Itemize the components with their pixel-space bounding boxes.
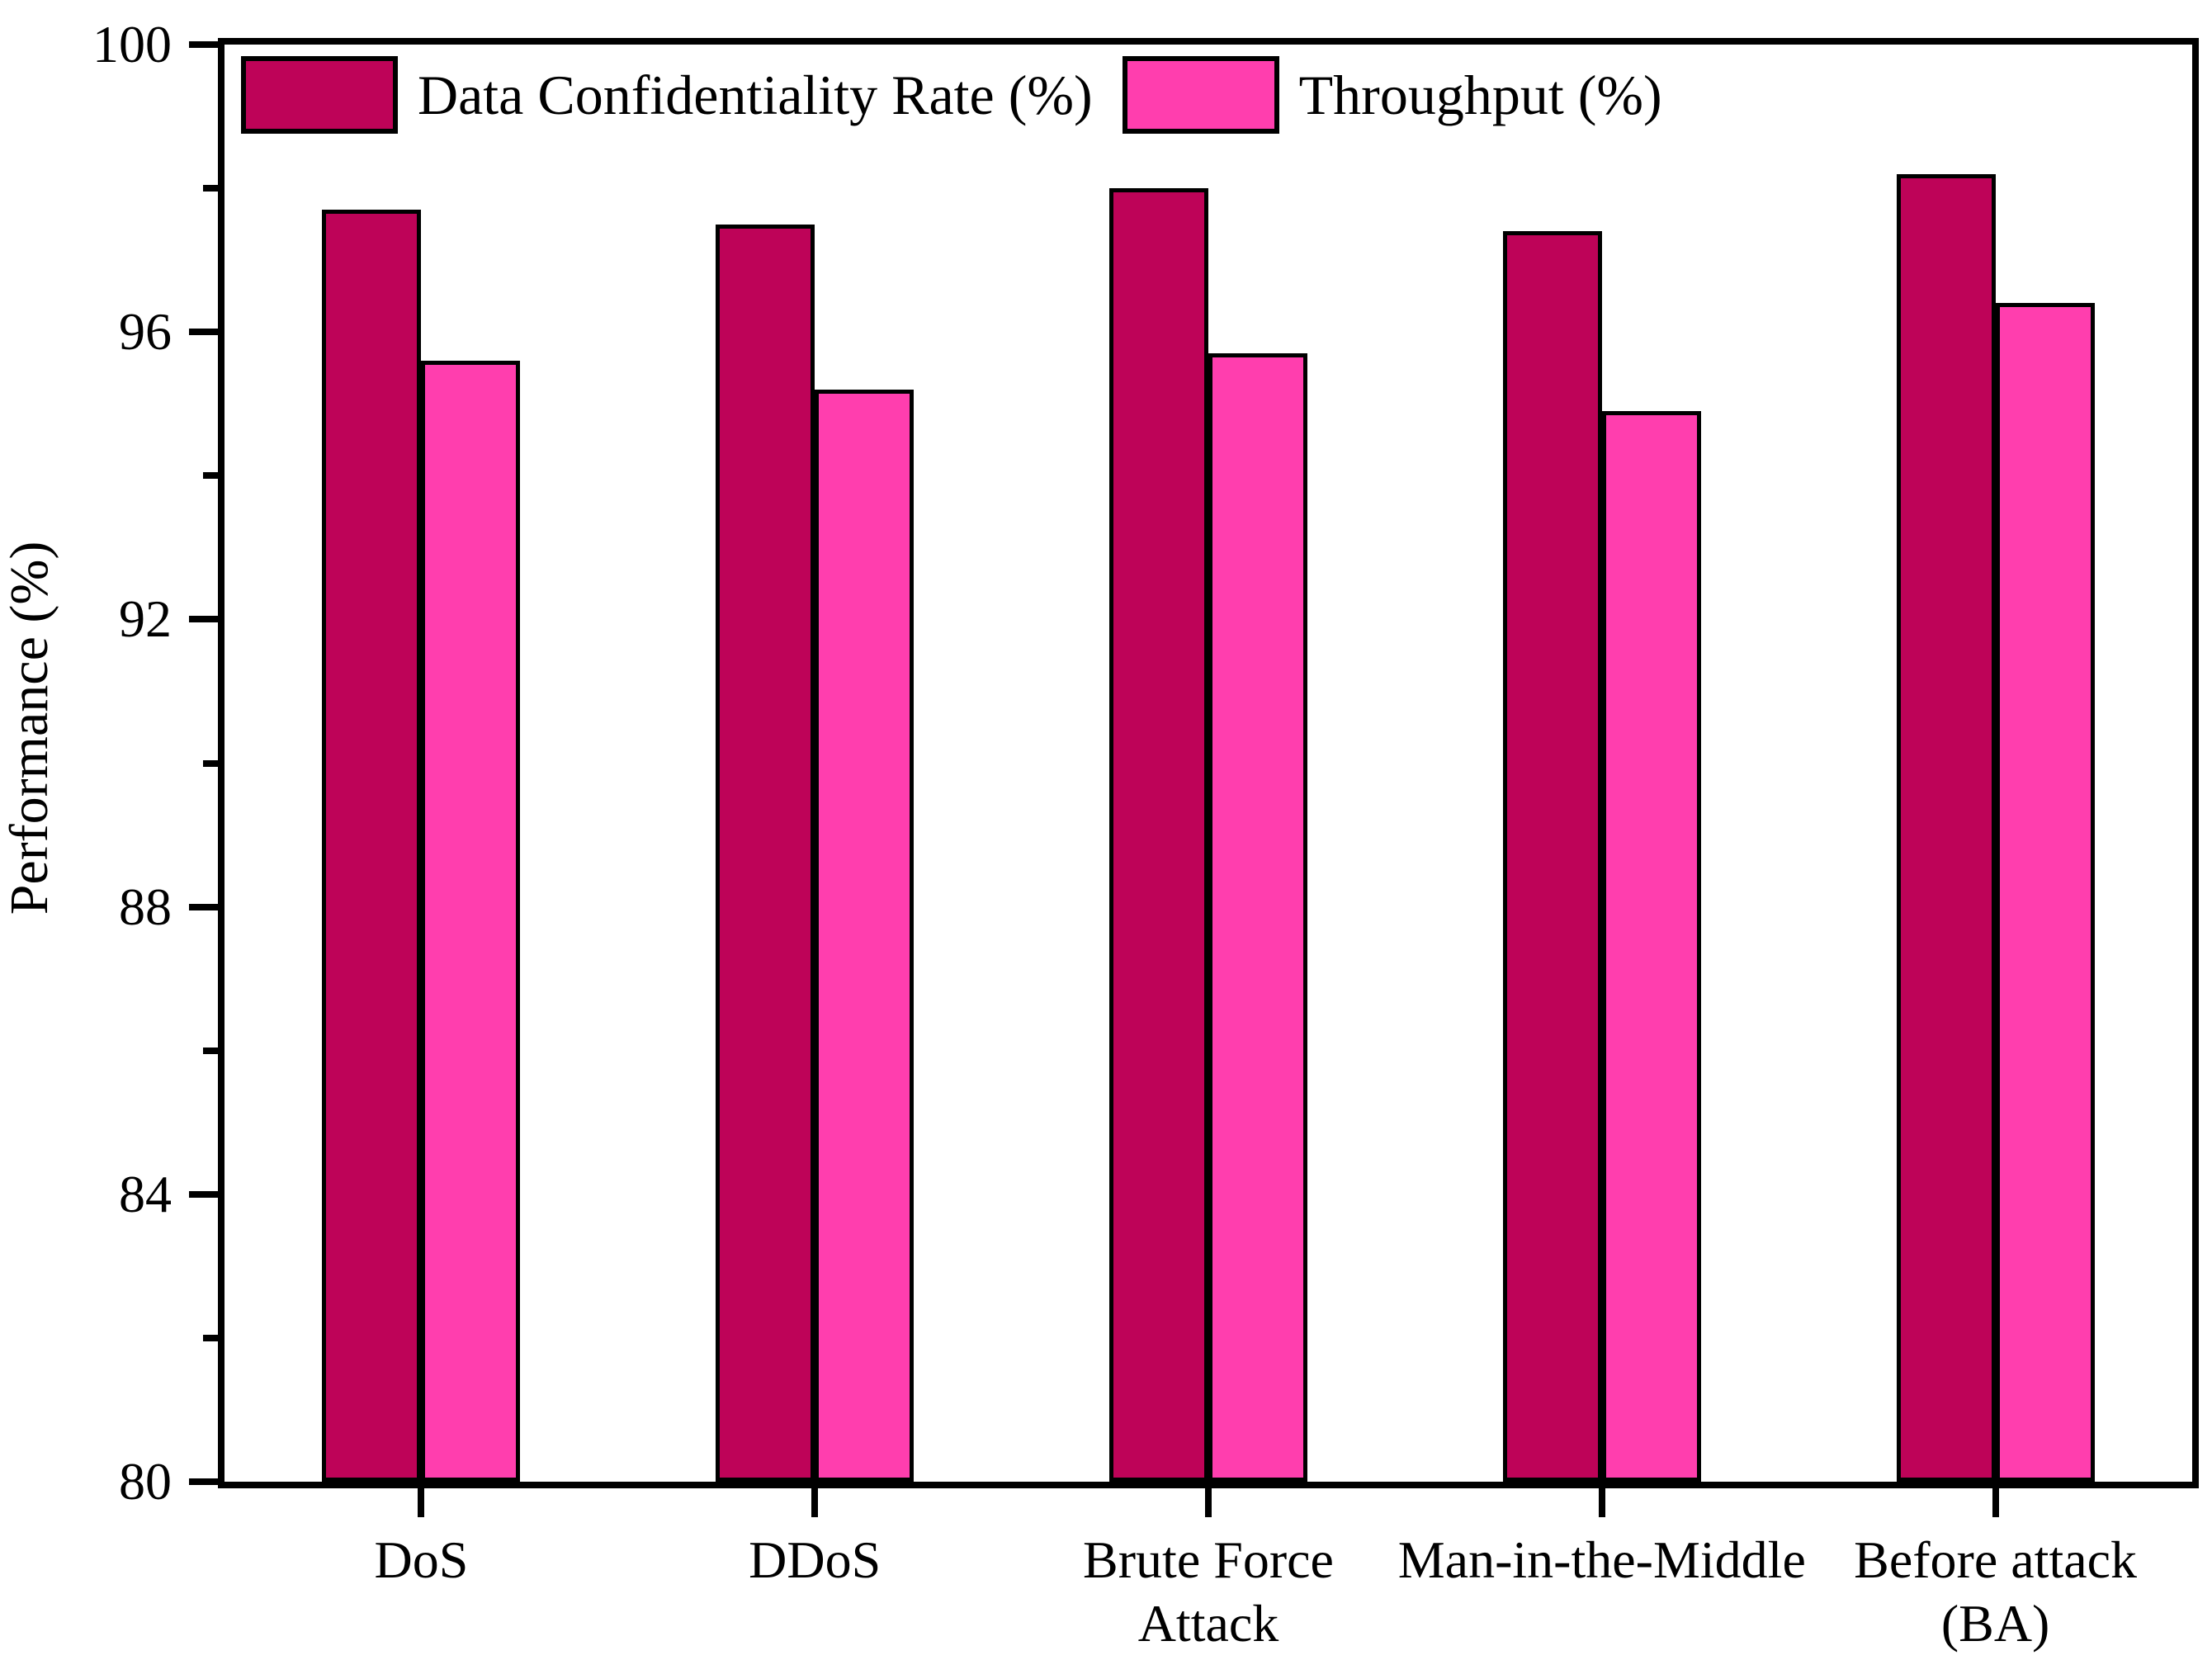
legend-item-data-confidentiality-rate: Data Confidentiality Rate (%) — [241, 56, 1093, 134]
y-minor-tick-94 — [203, 472, 218, 480]
x-tick-brute-force-attack — [1205, 1488, 1212, 1517]
y-minor-tick-98 — [203, 185, 218, 192]
y-major-tick-84 — [189, 1190, 218, 1198]
y-tick-label-100: 100 — [92, 15, 172, 73]
legend-swatch-data-confidentiality-rate — [241, 56, 398, 134]
y-major-tick-92 — [189, 616, 218, 623]
x-category-label-before-attack-ba: Before attack (BA) — [1854, 1530, 2138, 1653]
x-category-label-dos: DoS — [374, 1530, 469, 1589]
legend-item-throughput: Throughput (%) — [1122, 56, 1662, 134]
y-tick-label-88: 88 — [119, 877, 172, 936]
y-major-tick-100 — [189, 41, 218, 48]
y-minor-tick-82 — [203, 1334, 218, 1341]
y-major-tick-80 — [189, 1478, 218, 1485]
legend: Data Confidentiality Rate (%) Throughput … — [241, 56, 1662, 134]
bar-throughput-brute-force-attack — [1208, 353, 1307, 1482]
legend-label-throughput: Throughput (%) — [1298, 64, 1662, 126]
x-tick-ddos — [811, 1488, 819, 1517]
bar-throughput-before-attack-ba — [1995, 303, 2095, 1482]
bar-data-confidentiality-rate-before-attack-ba — [1896, 173, 1996, 1482]
x-tick-dos — [418, 1488, 425, 1517]
y-tick-label-84: 84 — [119, 1164, 172, 1223]
x-category-label-brute-force-attack: Brute Force Attack — [1083, 1530, 1334, 1653]
bar-data-confidentiality-rate-ddos — [716, 224, 815, 1482]
x-category-label-ddos: DDoS — [749, 1530, 881, 1589]
x-tick-before-attack-ba — [1992, 1488, 1999, 1517]
bar-throughput-ddos — [815, 389, 915, 1482]
legend-swatch-throughput — [1122, 56, 1279, 134]
bar-data-confidentiality-rate-man-in-the-middle — [1502, 231, 1602, 1482]
bar-data-confidentiality-rate-dos — [322, 210, 422, 1482]
y-tick-label-96: 96 — [119, 302, 172, 362]
bar-throughput-dos — [421, 361, 521, 1482]
bar-data-confidentiality-rate-brute-force-attack — [1109, 188, 1208, 1482]
y-minor-tick-86 — [203, 1047, 218, 1054]
x-category-label-man-in-the-middle: Man-in-the-Middle — [1397, 1530, 1806, 1589]
y-tick-label-80: 80 — [119, 1452, 172, 1511]
y-tick-label-92: 92 — [119, 589, 172, 649]
bar-throughput-man-in-the-middle — [1601, 410, 1701, 1482]
y-major-tick-88 — [189, 903, 218, 910]
y-major-tick-96 — [189, 329, 218, 336]
x-tick-man-in-the-middle — [1598, 1488, 1605, 1517]
y-minor-tick-90 — [203, 759, 218, 767]
legend-label-data-confidentiality-rate: Data Confidentiality Rate (%) — [418, 64, 1093, 126]
